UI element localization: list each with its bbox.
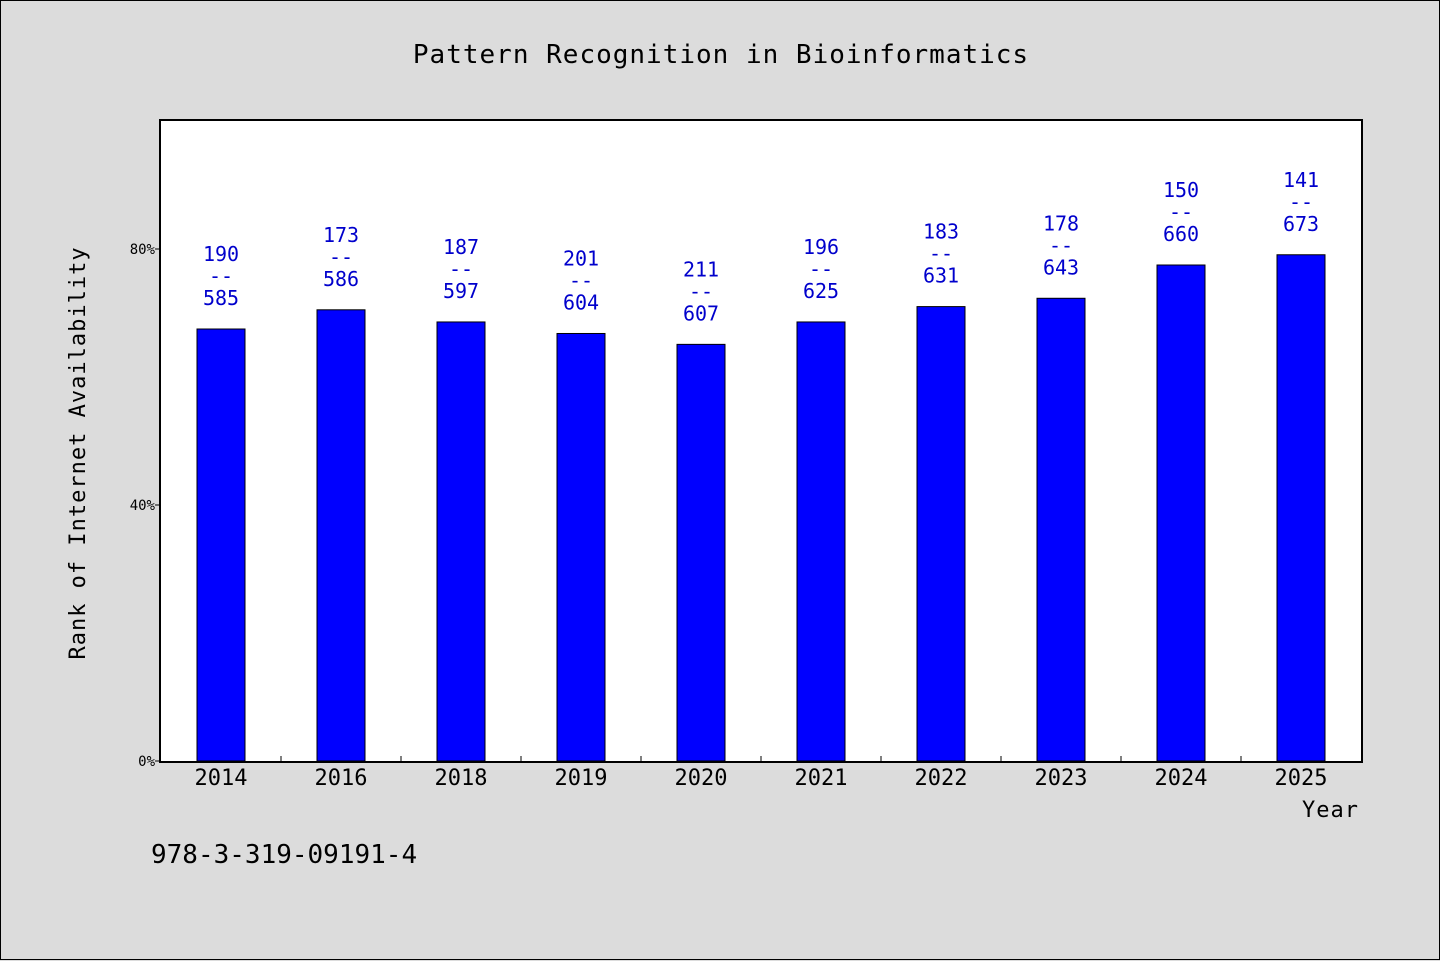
y-axis-label: Rank of Internet Availability: [66, 246, 91, 659]
x-tick-label: 2019: [555, 766, 608, 791]
isbn-text: 978-3-319-09191-4: [151, 840, 417, 870]
bar-label-top: 141: [1283, 168, 1319, 192]
bar-label-separator: --: [209, 264, 233, 288]
bar-label-separator: --: [569, 268, 593, 292]
bar-label-separator: --: [1169, 200, 1193, 224]
bar: [316, 309, 366, 762]
bar-label-top: 178: [1043, 211, 1079, 235]
x-tick-label: 2014: [195, 766, 248, 791]
bar-label-bottom: 631: [923, 264, 959, 288]
bar: [916, 306, 966, 762]
bar-labels-group: 190--585173--586187--597201--604211--607…: [203, 168, 1319, 326]
bar-label-separator: --: [329, 245, 353, 269]
x-tick-label: 2025: [1275, 766, 1328, 791]
bar-label-separator: --: [929, 242, 953, 266]
bar: [1036, 297, 1086, 762]
bar-label-separator: --: [449, 257, 473, 281]
bars-group: [196, 254, 1326, 762]
x-tick-label: 2022: [915, 766, 968, 791]
bar-label-top: 150: [1163, 178, 1199, 202]
y-tick-label: 0%: [138, 754, 155, 770]
x-tick-label: 2016: [315, 766, 368, 791]
bar-label-bottom: 673: [1283, 212, 1319, 236]
x-tick-label: 2020: [675, 766, 728, 791]
bar: [1276, 254, 1326, 762]
bar-label-bottom: 625: [803, 279, 839, 303]
bar-label-top: 190: [203, 242, 239, 266]
bar-label-top: 211: [683, 257, 719, 281]
bar: [196, 328, 246, 762]
bar-label-top: 201: [563, 246, 599, 270]
bar: [1156, 264, 1206, 762]
bar-label-top: 183: [923, 220, 959, 244]
bar-label-separator: --: [1289, 190, 1313, 214]
bar-label-separator: --: [809, 257, 833, 281]
x-axis: 2014 2016 2018 2019 2020 2021 2022 2023 2024 2025: [195, 756, 1328, 791]
bar-label-bottom: 643: [1043, 255, 1079, 279]
y-tick-label: 40%: [130, 498, 156, 514]
bar: [436, 321, 486, 762]
bar: [676, 343, 726, 762]
bar-label-bottom: 607: [683, 301, 719, 325]
x-tick-label: 2023: [1035, 766, 1088, 791]
bar-label-top: 173: [323, 223, 359, 247]
y-tick-label: 80%: [130, 242, 156, 258]
bar-label-bottom: 604: [563, 290, 599, 314]
x-tick-label: 2024: [1155, 766, 1208, 791]
bar-label-top: 187: [443, 235, 479, 259]
bar: [796, 321, 846, 762]
bar-label-separator: --: [1049, 233, 1073, 257]
bar-label-bottom: 660: [1163, 222, 1199, 246]
x-tick-label: 2021: [795, 766, 848, 791]
x-axis-label: Year: [1302, 798, 1359, 823]
bar-label-separator: --: [689, 279, 713, 303]
bar-label-top: 196: [803, 235, 839, 259]
bar-label-bottom: 597: [443, 279, 479, 303]
bar-label-bottom: 585: [203, 286, 239, 310]
y-axis: 0% 40% 80%: [130, 242, 161, 770]
chart-title: Pattern Recognition in Bioinformatics: [413, 40, 1029, 70]
x-tick-label: 2018: [435, 766, 488, 791]
bar-label-bottom: 586: [323, 267, 359, 291]
bar: [556, 332, 606, 762]
